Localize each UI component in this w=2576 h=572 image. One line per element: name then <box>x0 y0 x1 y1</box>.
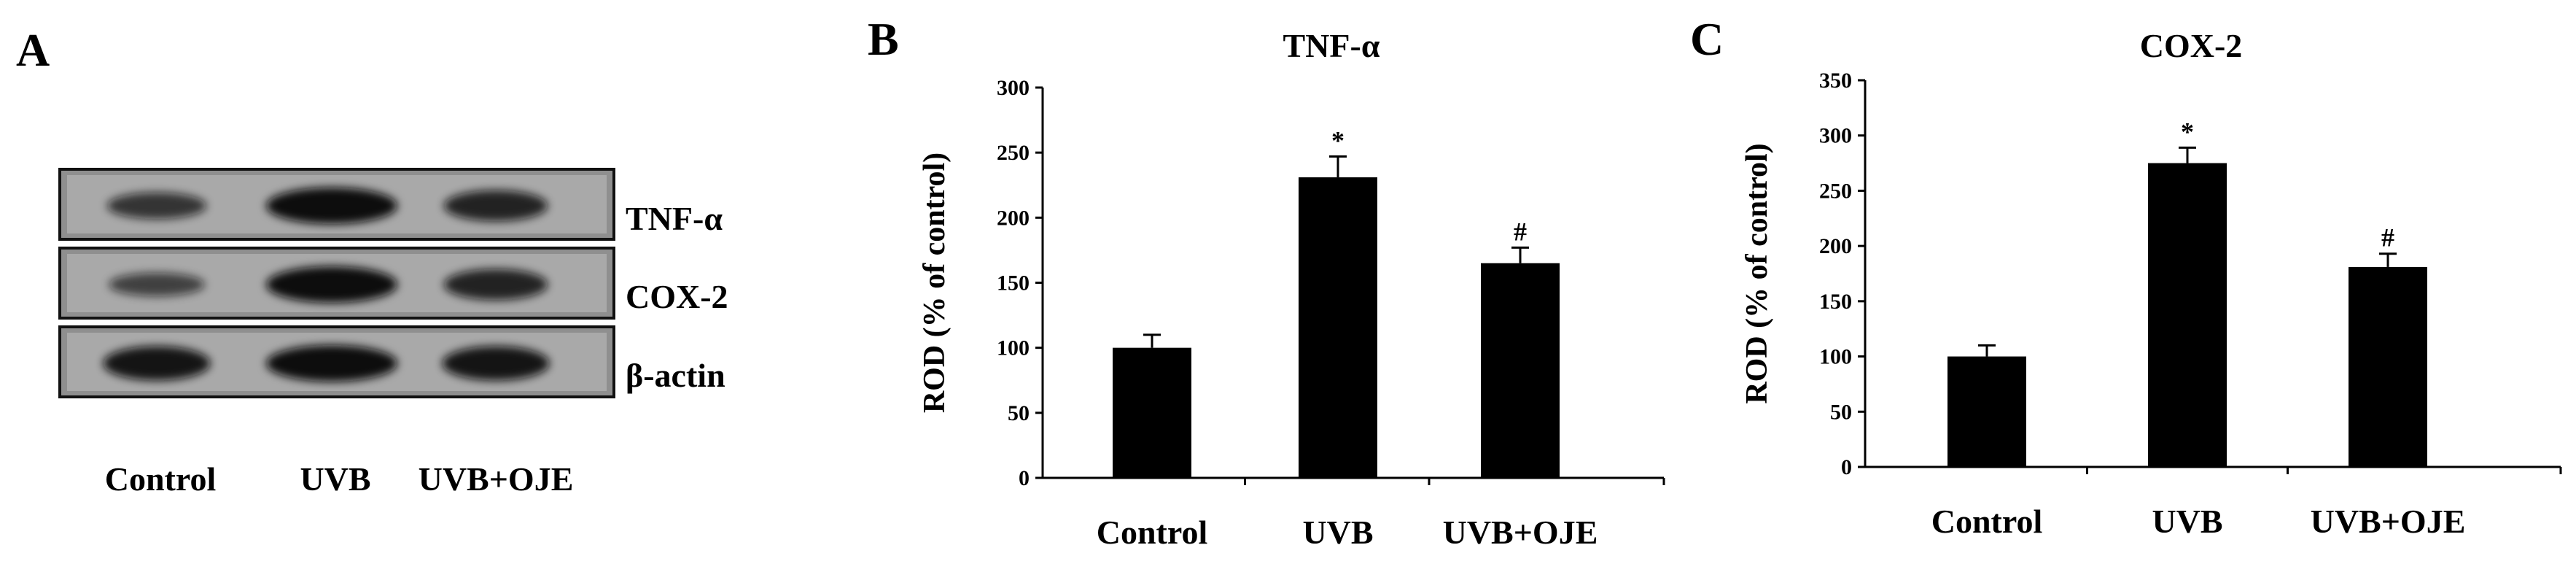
significance-mark: * <box>1331 126 1345 155</box>
panel-letter-c: C <box>1690 13 1724 65</box>
blot-band <box>266 188 397 224</box>
y-tick-label: 100 <box>1819 345 1852 369</box>
blot-label-actin: β-actin <box>626 357 725 394</box>
y-tick-label: 50 <box>1830 400 1852 424</box>
y-tick-label: 300 <box>1819 124 1852 148</box>
chart-title: COX-2 <box>2140 27 2243 64</box>
y-tick-label: 200 <box>997 206 1030 230</box>
blot-band <box>266 345 397 382</box>
panel-letter-b: B <box>868 13 899 65</box>
chart-title: TNF-α <box>1283 27 1380 64</box>
blot-band <box>443 190 548 222</box>
blot-band <box>443 268 548 301</box>
bar-uvb-oje <box>1481 263 1560 478</box>
x-category-label: Control <box>1097 514 1208 551</box>
panel-a: A TNF-α COX-2 β-actin Control UVB UVB+OJ… <box>16 24 728 498</box>
y-tick-label: 150 <box>1819 290 1852 314</box>
blot-band <box>103 346 211 381</box>
bar-control <box>1947 356 2026 467</box>
lane-label-uvb-oje: UVB+OJE <box>419 460 574 498</box>
significance-mark: * <box>2181 117 2194 146</box>
y-tick-label: 50 <box>1008 401 1030 425</box>
x-category-label: Control <box>1931 503 2043 540</box>
y-tick-label: 100 <box>997 336 1030 360</box>
y-tick-label: 150 <box>997 271 1030 295</box>
blot-row-cox2 <box>58 247 615 320</box>
lane-label-control: Control <box>105 460 217 498</box>
blot-band <box>266 266 397 303</box>
significance-mark: # <box>2381 223 2394 252</box>
x-category-label: UVB+OJE <box>2311 503 2466 540</box>
x-category-label: UVB+OJE <box>1443 514 1598 551</box>
chart-cox2: COX-2 ROD (% of control) 0 50 100 150 200 250 30… <box>1740 27 2562 540</box>
panel-b: B TNF-α ROD (% of control) 0 50 100 150 200 250… <box>868 13 1665 551</box>
y-tick-label: 0 <box>1019 466 1030 490</box>
blot-row-tnf <box>58 168 615 241</box>
panel-c: C COX-2 ROD (% of control) 0 50 100 150 200 250… <box>1690 13 2562 540</box>
chart-tnf-alpha: TNF-α ROD (% of control) 0 50 100 150 200 250 30… <box>918 27 1665 551</box>
bar-uvb <box>2148 163 2227 468</box>
panel-letter-a: A <box>16 24 50 76</box>
blot-band <box>442 346 550 381</box>
x-category-label: UVB <box>2152 503 2222 540</box>
blot-row-actin <box>58 325 615 398</box>
x-category-label: UVB <box>1302 514 1373 551</box>
blot-band <box>106 192 207 220</box>
y-tick-label: 300 <box>997 76 1030 100</box>
y-axis-label: ROD (% of control) <box>1740 143 1774 403</box>
y-tick-label: 350 <box>1819 69 1852 93</box>
bar-control <box>1113 347 1191 478</box>
blot-band <box>109 273 205 296</box>
significance-mark: # <box>1514 217 1527 246</box>
blot-label-tnf: TNF-α <box>626 200 723 237</box>
y-tick-label: 0 <box>1841 455 1852 479</box>
bar-uvb <box>1299 177 1377 479</box>
y-tick-label: 200 <box>1819 234 1852 258</box>
y-tick-label: 250 <box>997 141 1030 165</box>
y-axis-label: ROD (% of control) <box>918 152 952 413</box>
bar-uvb-oje <box>2349 266 2427 467</box>
y-tick-label: 250 <box>1819 179 1852 203</box>
blot-label-cox2: COX-2 <box>626 278 728 315</box>
lane-label-uvb: UVB <box>300 460 370 498</box>
